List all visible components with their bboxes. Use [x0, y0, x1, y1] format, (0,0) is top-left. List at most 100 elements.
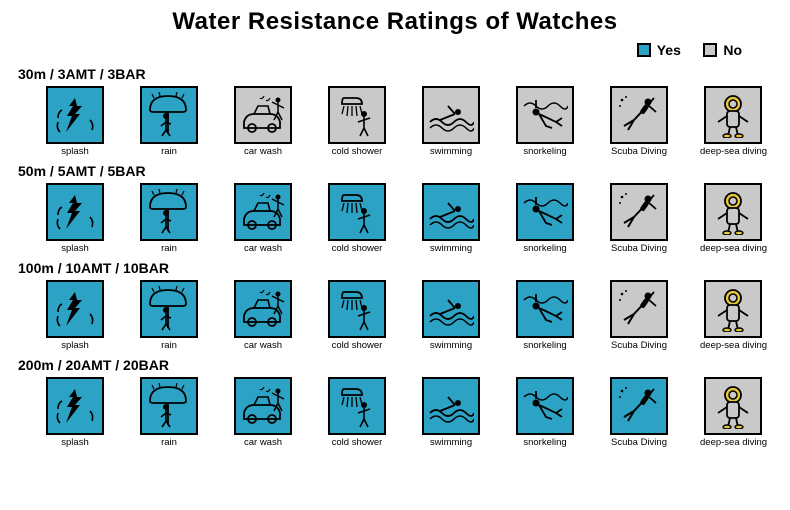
legend-no-swatch: [703, 43, 717, 57]
swimming-icon: [428, 189, 474, 235]
car_wash-icon: [240, 286, 286, 332]
snorkeling-icon: [522, 189, 568, 235]
activity-cell-car_wash: car wash: [230, 183, 296, 254]
activity-cell-cold_shower: cold shower: [324, 86, 390, 157]
activity-tile: [516, 86, 574, 144]
rating-block: 50m / 5AMT / 5BAR splash rain car wash cold …: [18, 163, 772, 254]
legend-no: No: [703, 42, 742, 58]
activity-tile: [610, 183, 668, 241]
activity-label: deep-sea diving: [700, 437, 766, 448]
car_wash-icon: [240, 383, 286, 429]
splash-icon: [52, 383, 98, 429]
activity-cell-swimming: swimming: [418, 280, 484, 351]
activity-tile: [140, 86, 198, 144]
activity-cell-rain: rain: [136, 280, 202, 351]
cold_shower-icon: [334, 92, 380, 138]
deepsea-icon: [710, 383, 756, 429]
activity-label: car wash: [230, 146, 296, 157]
deepsea-icon: [710, 189, 756, 235]
activity-label: car wash: [230, 340, 296, 351]
activity-cell-splash: splash: [42, 377, 108, 448]
activity-cell-rain: rain: [136, 86, 202, 157]
activity-label: swimming: [418, 146, 484, 157]
activity-label: cold shower: [324, 146, 390, 157]
rain-icon: [146, 383, 192, 429]
rating-label: 30m / 3AMT / 3BAR: [18, 66, 772, 82]
activity-label: rain: [136, 243, 202, 254]
activity-label: swimming: [418, 340, 484, 351]
rating-label: 100m / 10AMT / 10BAR: [18, 260, 772, 276]
legend-yes-swatch: [637, 43, 651, 57]
activity-cell-car_wash: car wash: [230, 377, 296, 448]
rating-row: splashraincar washcold showerswimmingsno…: [18, 280, 772, 351]
rating-row: splash rain car wash cold shower swimming sno…: [18, 377, 772, 448]
activity-label: snorkeling: [512, 243, 578, 254]
activity-label: splash: [42, 146, 108, 157]
activity-tile: [610, 86, 668, 144]
cold_shower-icon: [334, 383, 380, 429]
activity-tile: [140, 377, 198, 435]
activity-tile: [46, 377, 104, 435]
activity-tile: [328, 86, 386, 144]
activity-tile: [234, 183, 292, 241]
activity-label: rain: [136, 437, 202, 448]
activity-cell-scuba: Scuba Diving: [606, 280, 672, 351]
snorkeling-icon: [522, 383, 568, 429]
legend: Yes No: [18, 42, 772, 62]
activity-tile: [46, 183, 104, 241]
activity-label: deep-sea diving: [700, 146, 766, 157]
deepsea-icon: [710, 92, 756, 138]
activity-cell-snorkeling: snorkeling: [512, 183, 578, 254]
activity-label: snorkeling: [512, 437, 578, 448]
deepsea-icon: [710, 286, 756, 332]
activity-cell-deepsea: deep-sea diving: [700, 183, 766, 254]
scuba-icon: [616, 92, 662, 138]
activity-label: Scuba Diving: [606, 146, 672, 157]
splash-icon: [52, 286, 98, 332]
activity-tile: [234, 86, 292, 144]
cold_shower-icon: [334, 189, 380, 235]
activity-tile: [328, 183, 386, 241]
rating-label: 50m / 5AMT / 5BAR: [18, 163, 772, 179]
activity-tile: [328, 377, 386, 435]
activity-tile: [328, 280, 386, 338]
activity-label: cold shower: [324, 340, 390, 351]
activity-cell-swimming: swimming: [418, 377, 484, 448]
activity-label: rain: [136, 146, 202, 157]
activity-label: splash: [42, 437, 108, 448]
scuba-icon: [616, 383, 662, 429]
activity-cell-rain: rain: [136, 377, 202, 448]
activity-cell-scuba: Scuba Diving: [606, 377, 672, 448]
snorkeling-icon: [522, 92, 568, 138]
activity-tile: [46, 280, 104, 338]
activity-label: car wash: [230, 243, 296, 254]
activity-tile: [422, 377, 480, 435]
activity-cell-scuba: Scuba Diving: [606, 183, 672, 254]
activity-label: deep-sea diving: [700, 243, 766, 254]
activity-cell-cold_shower: cold shower: [324, 183, 390, 254]
activity-cell-deepsea: deep-sea diving: [700, 377, 766, 448]
activity-tile: [516, 183, 574, 241]
activity-label: snorkeling: [512, 146, 578, 157]
car_wash-icon: [240, 92, 286, 138]
activity-label: Scuba Diving: [606, 340, 672, 351]
activity-cell-car_wash: car wash: [230, 280, 296, 351]
rating-block: 200m / 20AMT / 20BARsplashraincar washco…: [18, 357, 772, 448]
activity-cell-cold_shower: cold shower: [324, 377, 390, 448]
activity-tile: [704, 377, 762, 435]
activity-cell-scuba: Scuba Diving: [606, 86, 672, 157]
rating-row: splash rain car wash cold shower swimming sno…: [18, 86, 772, 157]
activity-tile: [704, 86, 762, 144]
splash-icon: [52, 92, 98, 138]
activity-cell-deepsea: deep-sea diving: [700, 86, 766, 157]
activity-label: swimming: [418, 437, 484, 448]
activity-tile: [610, 280, 668, 338]
legend-no-label: No: [723, 42, 742, 58]
activity-cell-cold_shower: cold shower: [324, 280, 390, 351]
activity-label: splash: [42, 243, 108, 254]
activity-tile: [234, 280, 292, 338]
activity-tile: [140, 183, 198, 241]
activity-tile: [704, 280, 762, 338]
activity-label: car wash: [230, 437, 296, 448]
activity-cell-rain: rain: [136, 183, 202, 254]
